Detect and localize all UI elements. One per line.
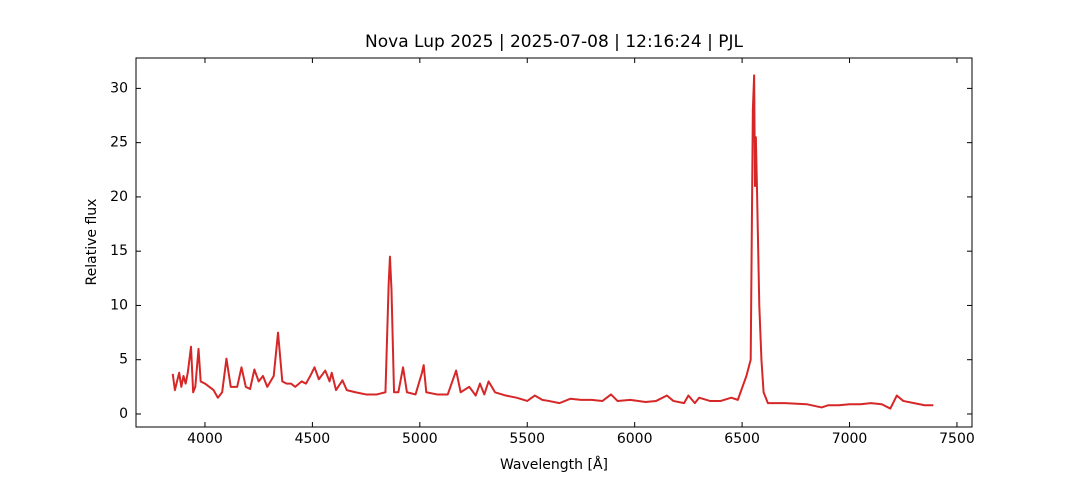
x-tick-label: 6000 [617,431,653,447]
x-tick-label: 5500 [509,431,545,447]
x-axis-label: Wavelength [Å] [500,456,608,473]
y-tick-label: 10 [110,297,128,313]
x-tick-label: 7000 [832,431,868,447]
y-axis-label: Relative flux [84,199,100,286]
x-tick-label: 4500 [295,431,331,447]
x-tick-label: 6500 [724,431,760,447]
spectrum-line [171,74,934,410]
x-tick-label: 4000 [187,431,223,447]
y-tick-label: 5 [119,352,128,368]
x-tick-label: 5000 [402,431,438,447]
plot-frame [135,57,973,428]
y-tick-label: 15 [110,243,128,259]
y-tick-label: 20 [110,189,128,205]
x-tick-label: 7500 [939,431,975,447]
chart-title: Nova Lup 2025 | 2025-07-08 | 12:16:24 | … [365,32,743,52]
y-tick-label: 0 [119,406,128,422]
y-tick-label: 30 [110,80,128,96]
y-tick-label: 25 [110,135,128,151]
